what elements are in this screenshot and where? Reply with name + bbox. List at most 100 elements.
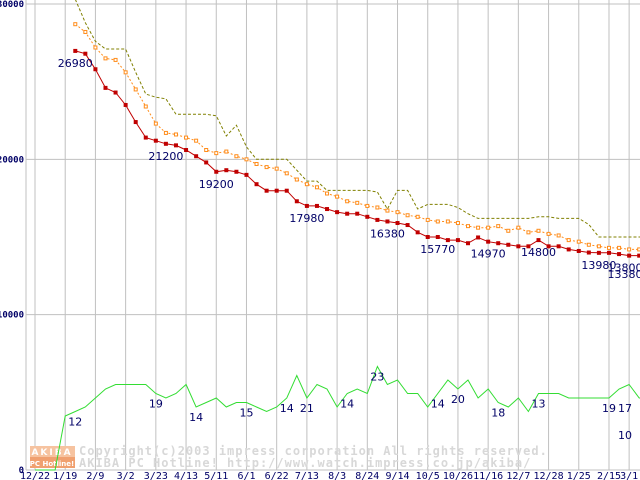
- x-tick-label: 4/13: [174, 471, 198, 480]
- min-price-data-label: 15770: [420, 243, 455, 256]
- y-tick-label: 20000: [0, 155, 24, 165]
- shop-count-data-label: 14: [189, 411, 203, 424]
- min-price-point: [405, 223, 410, 228]
- max-price-line: [75, 0, 640, 238]
- avg-price-point: [435, 219, 440, 224]
- x-tick-label: 9/14: [385, 471, 409, 480]
- min-price-data-label: 26980: [58, 57, 93, 70]
- avg-price-point: [325, 191, 330, 196]
- min-price-point: [576, 248, 581, 253]
- x-tick-label: 6/1: [237, 471, 255, 480]
- shop-count-data-label: 19: [149, 398, 163, 411]
- min-price-point: [294, 199, 299, 204]
- avg-price-point: [234, 154, 239, 159]
- min-price-point: [113, 90, 118, 95]
- min-price-point: [284, 188, 289, 193]
- x-tick-label: 3/2: [117, 471, 135, 480]
- x-tick-label: 6/22: [265, 471, 289, 480]
- shop-count-data-label: 13: [532, 398, 546, 411]
- min-price-point: [556, 244, 561, 249]
- avg-price-point: [184, 135, 189, 140]
- avg-price-point: [546, 231, 551, 236]
- min-price-point: [83, 51, 88, 56]
- avg-price-point: [274, 166, 279, 171]
- min-price-point: [435, 235, 440, 239]
- min-price-point: [123, 102, 128, 107]
- avg-price-point: [536, 228, 541, 233]
- min-price-data-label: 13980: [581, 259, 616, 272]
- avg-price-point: [264, 165, 269, 170]
- min-price-data-label: 14800: [521, 246, 556, 259]
- min-price-point: [375, 217, 380, 222]
- avg-price-point: [173, 132, 178, 137]
- avg-price-point: [617, 245, 622, 250]
- avg-price-point: [516, 225, 521, 230]
- x-tick-label: 11/16: [473, 471, 503, 480]
- x-tick-label: 10/26: [443, 471, 473, 480]
- min-price-point: [93, 67, 98, 72]
- x-tick-label: 2/15: [597, 471, 621, 480]
- min-price-point: [506, 242, 511, 247]
- shop-count-data-label: 17: [618, 402, 632, 415]
- min-price-point: [274, 188, 279, 193]
- min-price-point: [304, 203, 309, 208]
- avg-price-point: [254, 161, 259, 166]
- avg-price-point: [576, 239, 581, 244]
- avg-price-point: [455, 221, 460, 226]
- x-tick-label: 12/22: [20, 471, 50, 480]
- shop-count-data-label: 23: [370, 371, 384, 384]
- min-price-point: [345, 211, 350, 216]
- min-price-point: [365, 214, 370, 219]
- x-tick-label: 7/13: [295, 471, 319, 480]
- avg-price-point: [73, 22, 78, 27]
- data-labels: 26980 21200 19200 17980 16380 15770 14970 14800…: [58, 57, 640, 442]
- min-price-point: [264, 188, 269, 193]
- min-price-point: [204, 160, 209, 165]
- min-price-line: [75, 50, 640, 257]
- min-price-point: [627, 253, 632, 258]
- grid-lines: [25, 0, 640, 471]
- min-price-data-label: 21200: [148, 150, 183, 163]
- avg-price-point: [304, 182, 309, 187]
- avg-price-point: [586, 242, 591, 247]
- min-price-point: [637, 253, 640, 258]
- series-group: [35, 0, 640, 471]
- avg-price-point: [345, 199, 350, 204]
- min-price-point: [486, 239, 491, 244]
- avg-price-point: [133, 87, 138, 92]
- url-text: AKIBA PC Hotline! http://www.watch.impre…: [79, 456, 531, 470]
- avg-price-point: [355, 200, 360, 205]
- x-tick-label: 12/7: [506, 471, 530, 480]
- x-tick-label: 1/19: [53, 471, 77, 480]
- min-price-point: [325, 207, 330, 212]
- avg-price-point: [244, 157, 249, 162]
- avg-price-point: [415, 214, 420, 219]
- avg-price-point: [425, 217, 430, 222]
- min-price-point: [194, 154, 199, 159]
- min-price-point: [153, 138, 158, 143]
- min-price-point: [516, 244, 521, 249]
- avg-price-point: [365, 203, 370, 208]
- avg-price-point: [496, 224, 501, 229]
- x-tick-label: 2/9: [86, 471, 104, 480]
- min-price-point: [455, 238, 460, 243]
- avg-price-point: [476, 225, 481, 230]
- logo-bottom: PC Hotline!: [30, 460, 74, 468]
- avg-price-point: [224, 149, 229, 154]
- x-axis: 12/22 1/19 2/9 3/2 3/23 4/13 5/11 6/1 6/22 7/13 8/…: [20, 471, 638, 480]
- min-price-data-label: 14970: [471, 248, 506, 261]
- x-tick-label: 8/3: [328, 471, 346, 480]
- min-price-point: [143, 135, 148, 140]
- shop-count-data-label: 20: [451, 393, 465, 406]
- shop-count-data-label: 14: [431, 398, 445, 411]
- avg-price-point: [506, 228, 511, 233]
- x-tick-label: 3/1: [620, 471, 638, 480]
- min-price-point: [425, 235, 430, 239]
- logo-top-bg: [30, 446, 75, 457]
- min-price-point: [586, 250, 591, 255]
- min-price-point: [526, 244, 531, 249]
- shop-count-data-label: 10: [618, 429, 632, 442]
- avg-price-point: [556, 233, 561, 238]
- avg-price-point: [385, 208, 390, 213]
